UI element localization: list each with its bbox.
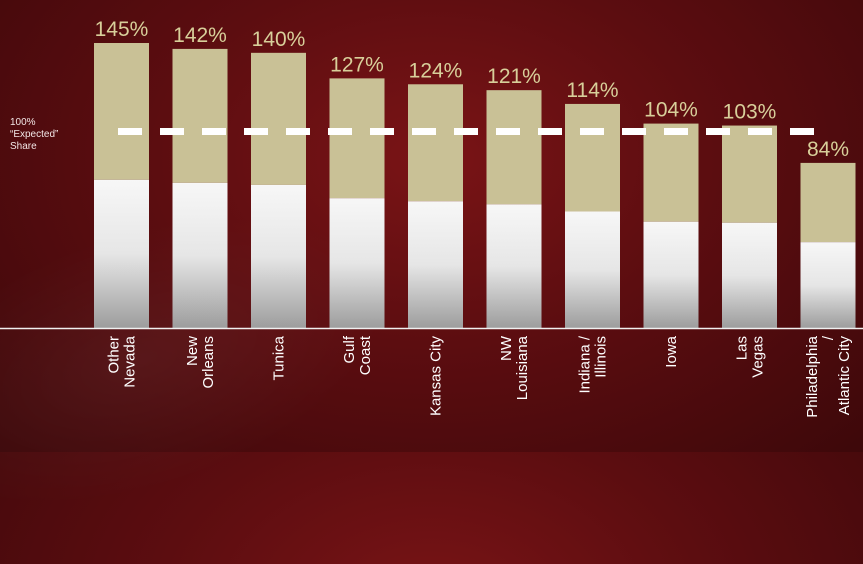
- bar-lower-segment: [94, 179, 149, 328]
- category-label-line: Orleans: [200, 336, 217, 389]
- category-label-line: Kansas City: [428, 336, 445, 417]
- bar-upper-segment: [722, 125, 777, 223]
- reference-line-label-line-1: 100%: [10, 117, 36, 128]
- bar: [565, 103, 620, 328]
- bar-upper-segment: [486, 90, 542, 205]
- category-label-line: Atlantic City: [836, 336, 853, 416]
- category-label: Indiana /Illinois: [577, 335, 610, 393]
- bar: [94, 43, 149, 328]
- bar: [722, 125, 777, 328]
- bar-lower-segment: [486, 204, 542, 328]
- category-label-line: /: [820, 335, 837, 340]
- bar: [486, 90, 542, 328]
- value-label: 103%: [723, 101, 777, 124]
- bar: [329, 78, 385, 328]
- value-label: 124%: [409, 59, 463, 82]
- value-label: 121%: [487, 65, 541, 88]
- bar-lower-segment: [800, 242, 856, 328]
- category-label: Kansas City: [428, 336, 445, 417]
- category-label-line: Coast: [357, 335, 374, 375]
- value-label: 104%: [644, 99, 698, 122]
- bar: [800, 162, 856, 328]
- bar-lower-segment: [408, 201, 463, 328]
- bar-lower-segment: [329, 198, 385, 328]
- category-label: NewOrleans: [184, 336, 217, 389]
- bar-upper-segment: [329, 78, 385, 199]
- bar-lower-segment: [565, 211, 620, 328]
- bar-lower-segment: [251, 184, 306, 328]
- reference-line-label: 100% “Expected” Share: [10, 117, 90, 153]
- reference-line-label-line-3: Share: [10, 141, 37, 152]
- value-label: 142%: [173, 24, 227, 47]
- category-label-line: Tunica: [271, 335, 288, 380]
- category-label: Tunica: [271, 335, 288, 380]
- value-label: 84%: [807, 138, 849, 161]
- category-label-line: Vegas: [750, 336, 767, 378]
- value-label: 127%: [330, 53, 384, 76]
- category-label-line: Illinois: [593, 336, 610, 378]
- bar: [251, 52, 306, 328]
- category-label-line: Other: [106, 336, 123, 374]
- bar: [172, 48, 228, 328]
- bar-upper-segment: [800, 162, 856, 243]
- category-label: Philadelphia/Atlantic City: [804, 335, 853, 418]
- category-label-line: New: [184, 336, 201, 366]
- category-label: LasVegas: [734, 336, 767, 378]
- category-label-line: Indiana /: [577, 335, 594, 393]
- value-label: 145%: [95, 18, 149, 41]
- bar: [408, 84, 463, 328]
- bar-lower-segment: [172, 182, 228, 328]
- bar-upper-segment: [643, 123, 699, 222]
- bar-lower-segment: [722, 222, 777, 328]
- category-label: NWLouisiana: [498, 335, 531, 400]
- category-label-line: Philadelphia: [804, 335, 821, 417]
- bar-upper-segment: [408, 84, 463, 202]
- bar: [643, 123, 699, 328]
- category-label: OtherNevada: [106, 335, 139, 387]
- category-label-line: Gulf: [341, 335, 358, 363]
- value-label: 114%: [566, 79, 618, 102]
- bar-upper-segment: [172, 48, 228, 183]
- category-label: Iowa: [663, 335, 680, 367]
- category-label-line: Nevada: [122, 335, 139, 387]
- category-label-line: Louisiana: [514, 335, 531, 400]
- bars-layer: [94, 43, 856, 328]
- bar-upper-segment: [565, 103, 620, 212]
- category-label-line: Las: [734, 336, 751, 360]
- category-label-line: NW: [498, 335, 515, 361]
- category-label-line: Iowa: [663, 335, 680, 367]
- bar-lower-segment: [643, 221, 699, 328]
- value-labels-layer: 145% 142% 140% 127% 124% 121% 114% 104% 103% 84%: [95, 18, 849, 161]
- reference-line-label-line-2: “Expected”: [10, 129, 59, 140]
- bar-upper-segment: [94, 43, 149, 180]
- value-label: 140%: [252, 28, 306, 51]
- category-label: GulfCoast: [341, 335, 374, 375]
- bar-upper-segment: [251, 52, 306, 185]
- bar-chart: 145% 142% 140%127% 124% 121%114%104% 103%84% …: [0, 18, 863, 418]
- category-labels-layer: OtherNevada NewOrleans Tunica GulfCoast Kans…: [106, 335, 854, 418]
